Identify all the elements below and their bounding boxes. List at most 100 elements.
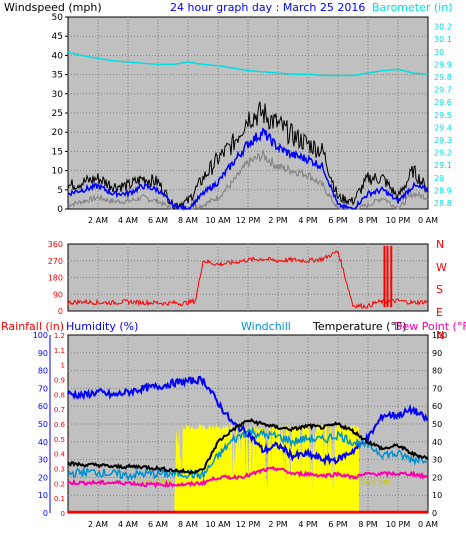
rainfall-axis-title: Rainfall (in) xyxy=(1,320,64,333)
windspeed-tick-label: 15 xyxy=(52,147,63,157)
rainfall-tick-label: 1.2 xyxy=(54,332,65,340)
windspeed-tick-label: 20 xyxy=(52,128,64,138)
sunset-label: Sun Set xyxy=(360,478,391,487)
windspeed-tick-label: 10 xyxy=(52,167,64,177)
wind-x-tick-label: 0 AM xyxy=(418,216,438,225)
rainfall-tick-label: 1 xyxy=(61,362,65,370)
rainfall-tick-label: 0.2 xyxy=(54,480,65,488)
humidity-tick-label: 10 xyxy=(38,491,48,500)
direction-tick-label: 0 xyxy=(58,307,63,316)
temp-x-tick-label: 2 AM xyxy=(88,520,108,529)
wind-dir-label-s: S xyxy=(436,283,443,296)
rainfall-tick-label: 0 xyxy=(61,510,65,518)
wind-direction-line xyxy=(67,250,429,309)
humidity-tick-label: 20 xyxy=(38,473,48,482)
humidity-tick-label: 0 xyxy=(43,509,48,518)
temp-x-tick-label: 6 AM xyxy=(148,520,168,529)
wind-x-tick-label: 6 PM xyxy=(328,216,347,225)
temp-x-tick-label: 4 AM xyxy=(118,520,138,529)
temperature-tick-label: 70 xyxy=(432,384,442,393)
barometer-tick-label: 30.2 xyxy=(434,23,452,32)
wind-x-tick-label: 12 PM xyxy=(236,216,261,225)
barometer-tick-label: 29 xyxy=(434,174,444,183)
humidity-tick-label: 80 xyxy=(38,367,48,376)
dew-point-axis-title: Dew Point (°F) xyxy=(394,320,466,333)
wind-x-tick-label: 10 AM xyxy=(205,216,230,225)
rainfall-tick-label: 0.5 xyxy=(54,436,65,444)
wind-x-tick-label: 4 PM xyxy=(298,216,317,225)
wind-x-tick-label: 10 PM xyxy=(386,216,411,225)
windspeed-tick-label: 25 xyxy=(52,109,63,119)
barometer-tick-label: 28.9 xyxy=(434,186,452,195)
barometer-line xyxy=(67,51,429,77)
temperature-tick-label: 20 xyxy=(432,473,442,482)
temperature-tick-label: 30 xyxy=(432,456,442,465)
humidity-tick-label: 60 xyxy=(38,402,48,411)
windspeed-line xyxy=(67,101,429,210)
humidity-tick-label: 90 xyxy=(38,349,48,358)
windspeed-tick-label: 45 xyxy=(52,32,63,42)
humidity-tick-label: 100 xyxy=(33,331,48,340)
windspeed-avg-line xyxy=(68,127,429,212)
humidity-axis-title: Humidity (%) xyxy=(66,320,138,333)
windspeed-tick-label: 40 xyxy=(52,51,64,61)
temp-x-tick-label: 8 PM xyxy=(358,520,377,529)
temperature-tick-label: 100 xyxy=(432,331,447,340)
direction-tick-label: 90 xyxy=(53,290,63,299)
humidity-tick-label: 30 xyxy=(38,456,48,465)
temp-x-tick-label: 2 PM xyxy=(268,520,287,529)
windchill-line xyxy=(67,426,429,482)
temp-x-tick-label: 0 AM xyxy=(418,520,438,529)
rainfall-tick-label: 0.7 xyxy=(54,406,65,414)
wind-dir-label-w: W xyxy=(436,261,447,274)
barometer-tick-label: 29.9 xyxy=(434,60,452,69)
barometer-tick-label: 29.5 xyxy=(434,111,452,120)
windchill-legend: Windchill xyxy=(241,320,291,333)
barometer-tick-label: 29.2 xyxy=(434,149,452,158)
wind-x-tick-label: 2 AM xyxy=(88,216,108,225)
temperature-tick-label: 10 xyxy=(432,491,442,500)
barometer-tick-label: 28.8 xyxy=(434,199,452,208)
rainfall-tick-label: 0.8 xyxy=(54,391,65,399)
humidity-line xyxy=(67,375,429,467)
wind-x-tick-label: 8 PM xyxy=(358,216,377,225)
direction-tick-label: 180 xyxy=(48,274,63,283)
temperature-tick-label: 50 xyxy=(432,420,442,429)
dew-point-line xyxy=(67,465,429,489)
barometer-tick-label: 29.8 xyxy=(434,73,452,82)
windspeed-tick-label: 5 xyxy=(57,186,63,196)
chart-title: 24 hour graph day : March 25 2016 xyxy=(170,1,365,14)
direction-tick-label: 360 xyxy=(48,240,63,249)
barometer-tick-label: 30.1 xyxy=(434,35,452,44)
wind-x-tick-label: 4 AM xyxy=(118,216,138,225)
rainfall-tick-label: 0.4 xyxy=(54,451,66,459)
chart-panels: 0510152025303540455028.828.92929.129.229… xyxy=(33,13,452,529)
barometer-tick-label: 29.7 xyxy=(434,86,452,95)
temperature-tick-label: 90 xyxy=(432,349,442,358)
rainfall-tick-label: 0.6 xyxy=(54,421,66,429)
wind-x-tick-label: 8 AM xyxy=(178,216,198,225)
humidity-tick-label: 50 xyxy=(38,420,48,429)
barometer-tick-label: 30 xyxy=(434,48,444,57)
barometer-tick-label: 29.4 xyxy=(434,123,452,132)
temperature-tick-label: 80 xyxy=(432,367,442,376)
barometer-tick-label: 29.1 xyxy=(434,161,452,170)
temperature-line xyxy=(67,418,429,475)
temp-x-tick-label: 6 PM xyxy=(328,520,347,529)
direction-tick-label: 270 xyxy=(48,257,63,266)
windspeed-tick-label: 35 xyxy=(52,71,63,81)
temperature-tick-label: 40 xyxy=(432,438,442,447)
barometer-tick-label: 29.6 xyxy=(434,98,452,107)
temp-x-tick-label: 8 AM xyxy=(178,520,198,529)
barometer-tick-label: 29.3 xyxy=(434,136,452,145)
windspeed-tick-label: 30 xyxy=(52,90,64,100)
rainfall-tick-label: 0.1 xyxy=(54,495,65,503)
temperature-tick-label: 60 xyxy=(432,402,442,411)
temp-x-tick-label: 10 AM xyxy=(205,520,230,529)
temperature-axis-title: Temperature (°F) xyxy=(312,320,407,333)
windspeed-min-line xyxy=(67,149,429,211)
temp-x-tick-label: 4 PM xyxy=(298,520,317,529)
temp-x-tick-label: 12 PM xyxy=(236,520,261,529)
